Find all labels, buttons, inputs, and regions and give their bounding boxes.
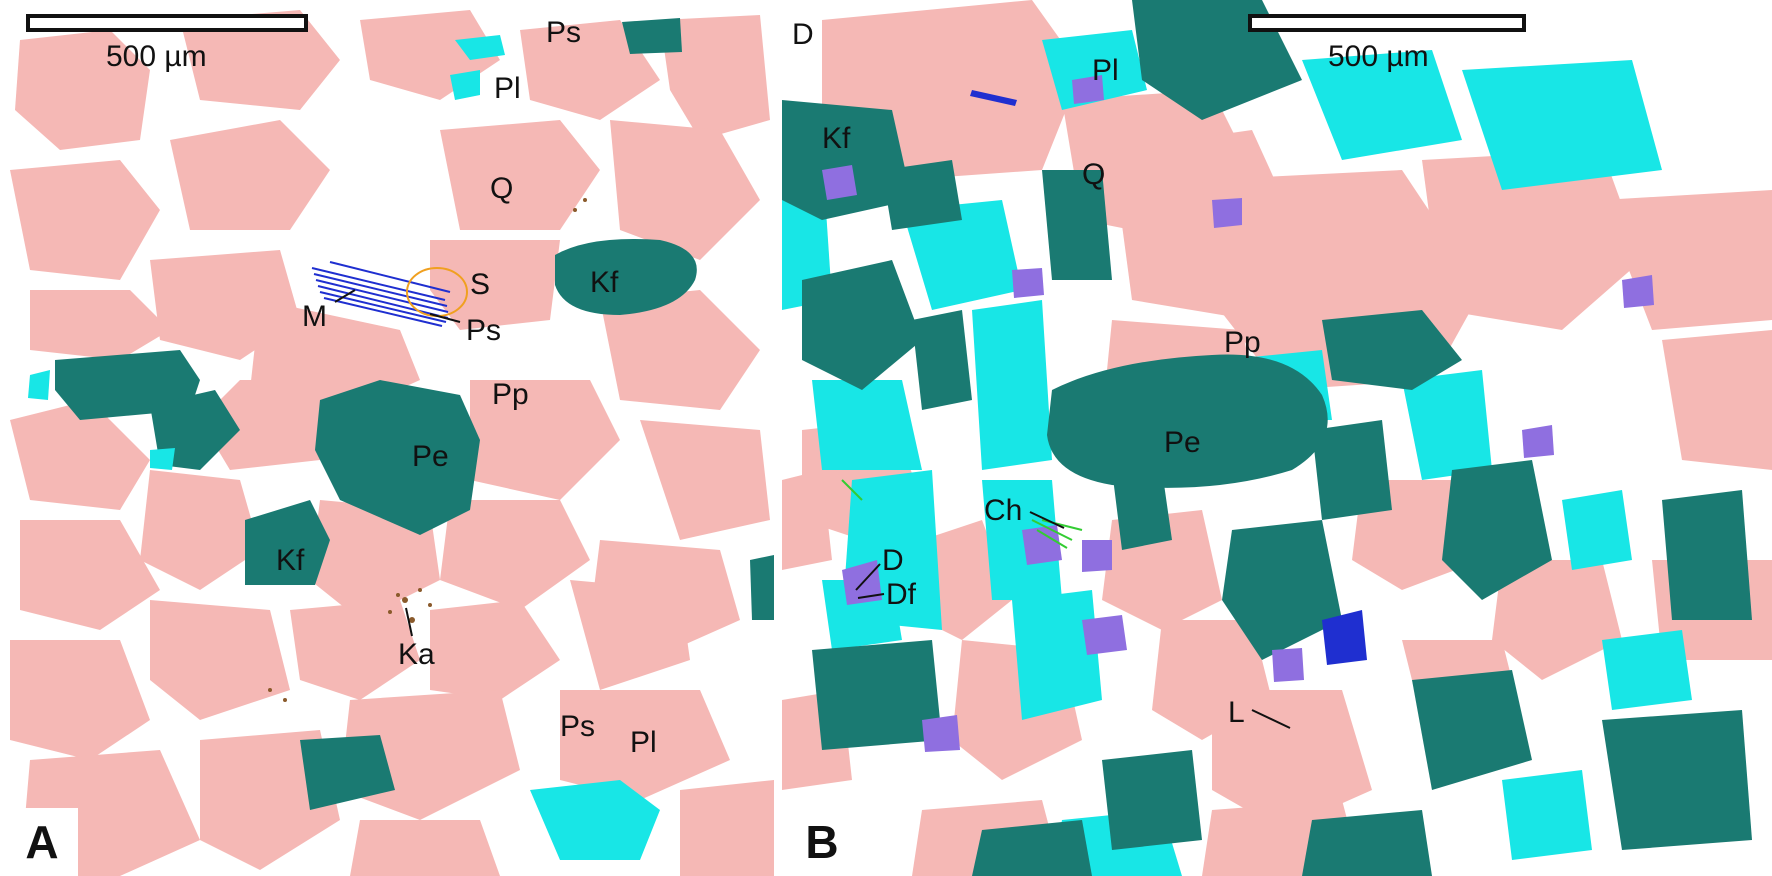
label-l: L [1228, 696, 1245, 729]
label-pl-bottom: Pl [630, 726, 657, 759]
label-q: Q [1082, 158, 1106, 191]
l-leader-line [1251, 709, 1291, 729]
ch-leader-line [1029, 511, 1065, 529]
scale-label-a: 500 µm [106, 40, 207, 73]
label-kf: Kf [822, 122, 851, 155]
label-pl-top: Pl [494, 72, 521, 105]
label-df: Df [886, 578, 916, 611]
d-leader-line [855, 563, 881, 591]
scale-bar-b [1248, 14, 1526, 32]
label-pp: Pp [1224, 326, 1261, 359]
label-ps-top: Ps [546, 16, 582, 49]
df-leader-line [857, 593, 885, 599]
panel-a-mineral-map: 500 µm Ps Pl Q S Kf M Ps Pp Pe Kf Ka Ps … [0, 0, 774, 876]
label-pp: Pp [492, 378, 529, 411]
label-ps-mid: Ps [466, 314, 502, 347]
panel-letter-a: A [6, 808, 78, 876]
label-pe: Pe [412, 440, 449, 473]
panel-a-map-image [0, 0, 774, 876]
label-d: D [882, 544, 904, 577]
label-d-top: D [792, 18, 814, 51]
m-leader-line [334, 289, 356, 303]
ka-leader-line [405, 607, 413, 637]
label-ps-bottom: Ps [560, 710, 596, 743]
scale-bar-a [26, 14, 308, 32]
panel-letter-b: B [786, 808, 858, 876]
panel-divider [774, 0, 782, 876]
label-q: Q [490, 172, 514, 205]
panel-b-map-image [782, 0, 1772, 876]
scale-label-b: 500 µm [1328, 40, 1429, 73]
label-s: S [470, 268, 491, 301]
panel-b-mineral-map: 500 µm D Pl Kf Q Pp Pe Ch D Df L B [782, 0, 1772, 876]
label-ka: Ka [398, 638, 435, 671]
label-pl: Pl [1092, 54, 1119, 87]
label-pe: Pe [1164, 426, 1201, 459]
label-kf-right: Kf [590, 266, 619, 299]
label-m: M [302, 300, 327, 333]
label-ch: Ch [984, 494, 1023, 527]
label-kf-bottom: Kf [276, 544, 305, 577]
ps-leader-line [429, 313, 461, 323]
